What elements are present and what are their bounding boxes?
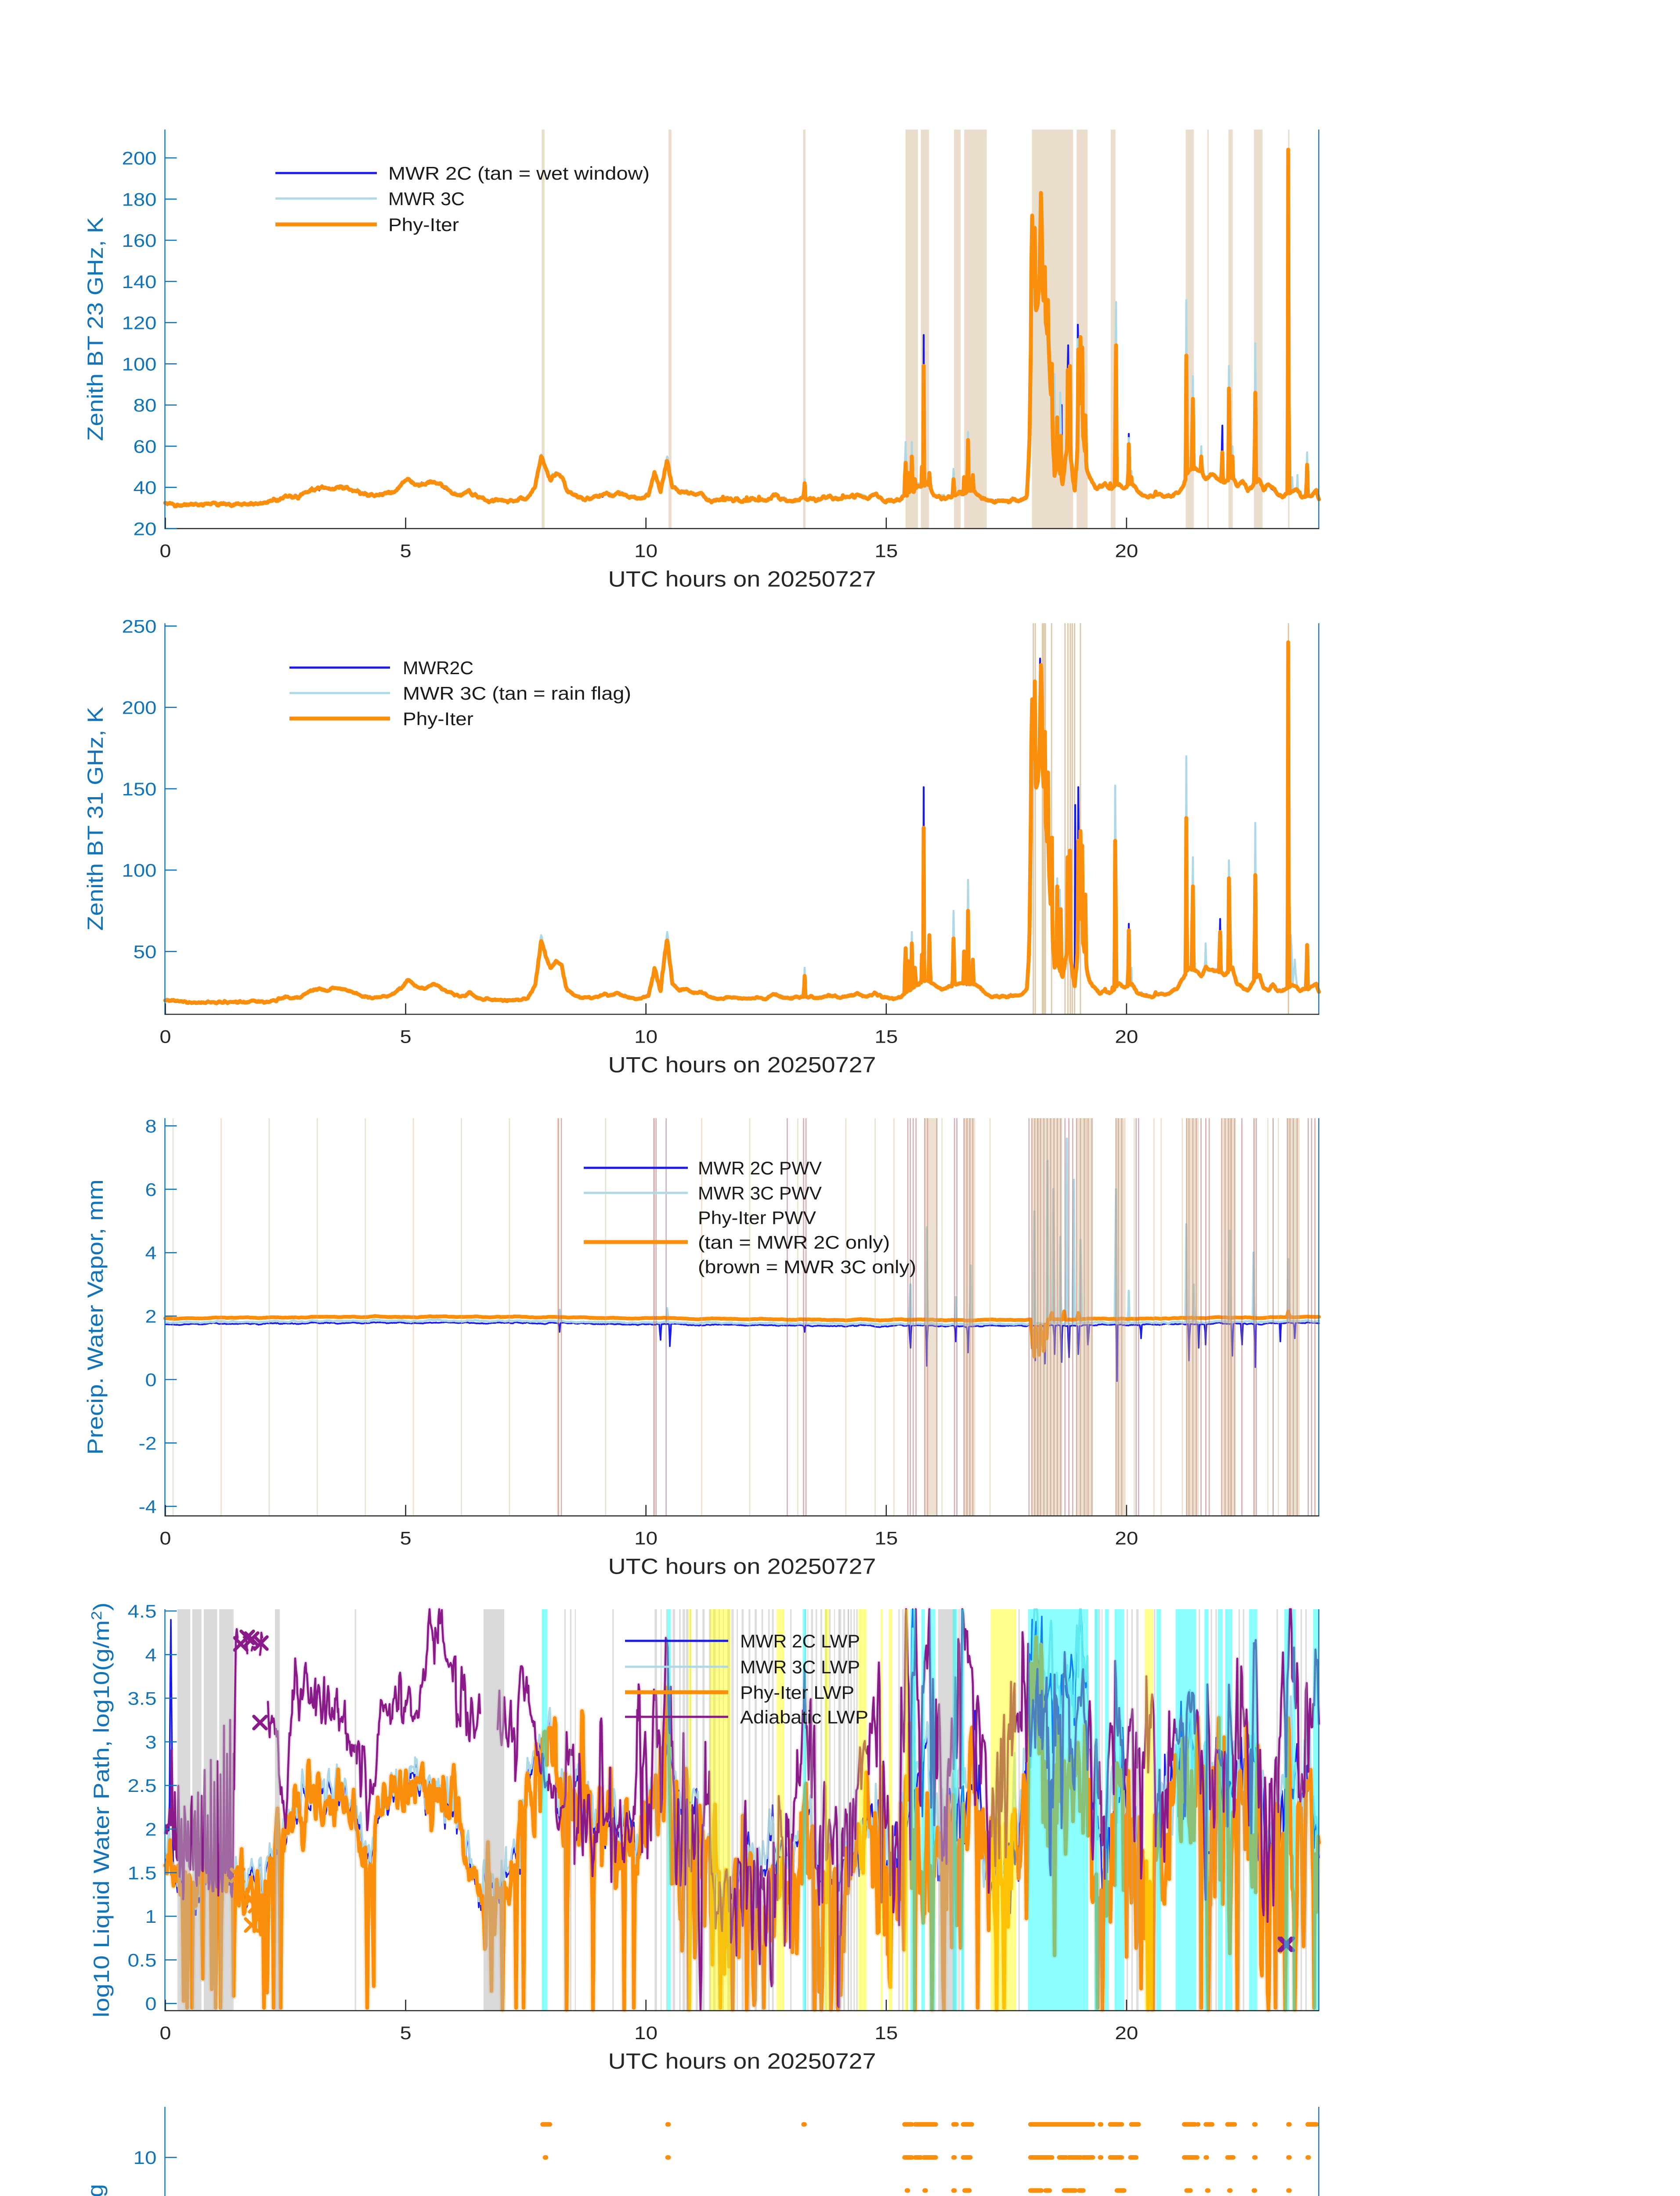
svg-text:15: 15: [874, 2023, 898, 2043]
svg-text:50: 50: [134, 941, 157, 962]
svg-text:MWR 2C PWV: MWR 2C PWV: [698, 1158, 822, 1178]
svg-text:60: 60: [134, 436, 157, 457]
svg-text:20: 20: [1115, 2023, 1138, 2043]
svg-text:UTC hours on 20250727: UTC hours on 20250727: [608, 2048, 876, 2073]
svg-text:140: 140: [122, 271, 157, 292]
svg-text:MWR 3C (tan = rain flag): MWR 3C (tan = rain flag): [403, 683, 631, 704]
svg-text:200: 200: [122, 697, 157, 718]
svg-text:15: 15: [874, 1026, 898, 1047]
svg-text:Zenith BT 23 GHz, K: Zenith BT 23 GHz, K: [83, 217, 108, 441]
svg-text:10: 10: [634, 2023, 658, 2043]
svg-text:15: 15: [874, 1528, 898, 1549]
svg-text:Phy-Iter LWP: Phy-Iter LWP: [740, 1682, 854, 1703]
svg-text:UTC hours on 20250727: UTC hours on 20250727: [608, 1554, 876, 1579]
svg-text:100: 100: [122, 860, 157, 881]
svg-text:10: 10: [634, 1528, 658, 1549]
svg-text:20: 20: [134, 519, 157, 539]
svg-text:5: 5: [400, 541, 412, 561]
svg-text:-2: -2: [139, 1433, 157, 1453]
svg-text:10: 10: [634, 1026, 658, 1047]
svg-text:MWR 3C: MWR 3C: [388, 188, 465, 209]
svg-text:40: 40: [134, 477, 157, 498]
svg-text:UTC hours on 20250727: UTC hours on 20250727: [608, 567, 876, 592]
svg-text:5: 5: [400, 1026, 412, 1047]
svg-text:MWR 3C PWV: MWR 3C PWV: [698, 1183, 822, 1203]
svg-text:2: 2: [145, 1819, 157, 1840]
svg-text:(tan = MWR 2C only): (tan = MWR 2C only): [698, 1232, 890, 1253]
svg-text:Phy-Iter PWV: Phy-Iter PWV: [698, 1207, 816, 1228]
svg-text:UTC hours on 20250727: UTC hours on 20250727: [608, 1052, 876, 1077]
svg-text:8: 8: [145, 1116, 157, 1136]
svg-text:5: 5: [400, 2023, 412, 2043]
svg-text:150: 150: [122, 779, 157, 799]
svg-text:4.5: 4.5: [128, 1601, 157, 1622]
svg-text:2: 2: [145, 1306, 157, 1327]
svg-text:80: 80: [134, 395, 157, 415]
svg-text:MWR 3C LWP: MWR 3C LWP: [740, 1657, 860, 1677]
svg-text:2.5: 2.5: [128, 1775, 157, 1796]
svg-text:0: 0: [160, 541, 171, 561]
svg-text:-4: -4: [139, 1496, 157, 1517]
svg-text:Phy-Iter: Phy-Iter: [403, 708, 473, 729]
svg-text:10: 10: [634, 541, 658, 561]
svg-text:Phy-Iter: Phy-Iter: [388, 214, 459, 235]
svg-text:Zenith BT 31 GHz, K: Zenith BT 31 GHz, K: [83, 707, 108, 931]
svg-text:Adiabatic LWP: Adiabatic LWP: [740, 1707, 868, 1727]
svg-text:(brown = MWR 3C only): (brown = MWR 3C only): [698, 1257, 916, 1277]
svg-text:0: 0: [160, 2023, 171, 2043]
svg-text:20: 20: [1115, 541, 1138, 561]
svg-text:0: 0: [145, 1994, 157, 2014]
svg-text:250: 250: [122, 616, 157, 636]
svg-text:100: 100: [122, 354, 157, 374]
svg-text:10: 10: [134, 2147, 157, 2168]
svg-text:MWR 2C LWP: MWR 2C LWP: [740, 1631, 860, 1651]
svg-text:1: 1: [145, 1906, 157, 1927]
svg-text:200: 200: [122, 148, 157, 169]
svg-text:0.5: 0.5: [128, 1950, 157, 1970]
svg-text:20: 20: [1115, 1026, 1138, 1047]
svg-text:6: 6: [145, 1179, 157, 1200]
svg-text:20: 20: [1115, 1528, 1138, 1549]
svg-text:log10 Liquid Water Path, log10: log10 Liquid Water Path, log10(g/m2): [88, 1603, 114, 2018]
svg-text:5: 5: [400, 1528, 412, 1549]
svg-text:MWR Phy Iter DQ Flag: MWR Phy Iter DQ Flag: [83, 2184, 108, 2196]
svg-text:3.5: 3.5: [128, 1688, 157, 1709]
svg-text:160: 160: [122, 230, 157, 251]
svg-text:Precip. Water Vapor, mm: Precip. Water Vapor, mm: [83, 1179, 108, 1455]
svg-text:15: 15: [874, 541, 898, 561]
svg-text:3: 3: [145, 1732, 157, 1752]
svg-text:0: 0: [160, 1026, 171, 1047]
svg-text:MWR 2C (tan = wet window): MWR 2C (tan = wet window): [388, 163, 650, 184]
svg-text:120: 120: [122, 313, 157, 333]
svg-text:4: 4: [145, 1644, 157, 1665]
svg-text:0: 0: [160, 1528, 171, 1549]
svg-text:MWR2C: MWR2C: [403, 657, 473, 678]
svg-text:4: 4: [145, 1242, 157, 1263]
svg-text:180: 180: [122, 189, 157, 209]
svg-text:0: 0: [145, 1369, 157, 1390]
svg-text:1.5: 1.5: [128, 1863, 157, 1883]
